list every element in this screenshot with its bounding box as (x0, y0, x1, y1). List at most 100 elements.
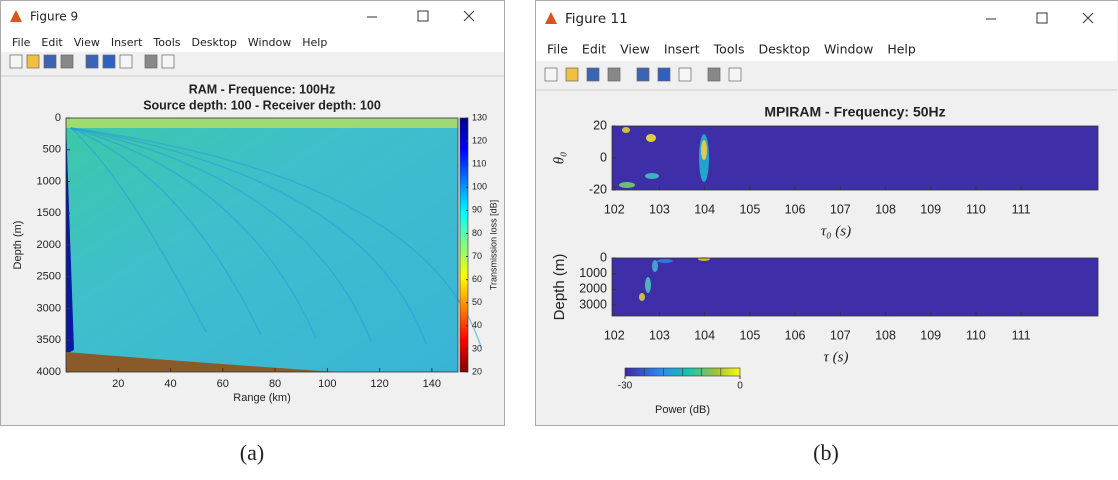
figure-window: Figure 9 File Edit View Insert Tools Desktop Wi… (1, 1, 505, 426)
caption: (a) (240, 440, 264, 465)
y-tick-label: 3000 (37, 302, 61, 314)
heatmap-feature (645, 277, 651, 293)
menu-item[interactable]: Desktop (758, 42, 810, 57)
x-tick-label: 104 (694, 202, 715, 216)
y-tick-label: 20 (593, 118, 607, 132)
y-tick-label: 2000 (579, 282, 607, 296)
toolbar-button[interactable] (545, 68, 557, 81)
heatmap (612, 126, 1098, 190)
toolbar-button[interactable] (10, 55, 22, 68)
x-tick-label: 108 (875, 202, 896, 216)
colorbar-tick-label: 110 (472, 159, 486, 169)
toolbar-button[interactable] (162, 55, 174, 68)
x-tick-label: 102 (604, 328, 625, 342)
y-tick-label: 1000 (37, 175, 61, 187)
x-tick-label: 109 (920, 202, 941, 216)
x-tick-label: 104 (694, 328, 715, 342)
heatmap-feature (645, 173, 659, 179)
x-tick-label: 100 (318, 378, 336, 390)
menu-item[interactable]: Help (887, 42, 916, 57)
x-tick-label: 109 (920, 328, 941, 342)
menu-item[interactable]: Insert (111, 36, 143, 49)
caption: (b) (813, 440, 839, 465)
menu-item[interactable]: View (74, 36, 100, 49)
menu-item[interactable]: File (12, 36, 31, 49)
x-tick-label: 106 (785, 202, 806, 216)
toolbar-button[interactable] (120, 55, 132, 68)
menu-item[interactable]: File (547, 42, 568, 57)
colorbar-tick-label: 40 (472, 320, 482, 330)
x-tick-label: 110 (966, 202, 986, 216)
heatmap-feature (652, 260, 658, 272)
y-tick-label: 0 (600, 250, 607, 264)
menu-item[interactable]: Edit (582, 42, 606, 57)
heatmap-feature (622, 127, 630, 133)
y-axis-label: θ₀ (551, 152, 567, 165)
heatmap-feature (619, 182, 635, 188)
x-tick-label: 108 (875, 328, 896, 342)
toolbar-button[interactable] (608, 68, 620, 81)
menu-item[interactable]: Desktop (192, 36, 237, 49)
x-tick-label: 20 (112, 378, 124, 390)
menu-item[interactable]: Window (824, 42, 873, 57)
x-tick-label: 40 (164, 378, 176, 390)
colorbar (460, 118, 468, 372)
y-tick-label: 1500 (37, 207, 61, 219)
toolbar-button[interactable] (86, 55, 98, 68)
toolbar-button[interactable] (658, 68, 670, 81)
menu-item[interactable]: Tools (152, 36, 180, 49)
x-axis-label: τ (s) (824, 349, 849, 365)
toolbar-button[interactable] (566, 68, 578, 81)
toolbar-button[interactable] (679, 68, 691, 81)
menu-item[interactable]: Help (302, 36, 327, 49)
x-tick-label: 102 (604, 202, 625, 216)
toolbar-button[interactable] (145, 55, 157, 68)
y-tick-label: 2000 (37, 239, 61, 251)
toolbar-button[interactable] (729, 68, 741, 81)
figure-window: Figure 11 File Edit View Insert Tools Desktop W… (536, 1, 1118, 426)
colorbar-tick-label: 30 (472, 343, 482, 353)
y-tick-label: -20 (589, 182, 607, 196)
y-tick-label: 0 (55, 112, 61, 124)
x-axis-label: Range (km) (233, 392, 290, 404)
toolbar-button[interactable] (637, 68, 649, 81)
heatmap-feature (646, 134, 656, 142)
toolbar-button[interactable] (44, 55, 56, 68)
heatmap-surface (66, 118, 458, 128)
heatmap-feature (701, 140, 707, 160)
x-tick-label: 110 (966, 328, 986, 342)
y-axis-label: Depth (m) (12, 221, 24, 270)
x-tick-label: 80 (269, 378, 281, 390)
heatmap (66, 118, 458, 372)
menu-item[interactable]: Edit (41, 36, 63, 49)
y-tick-label: 3000 (579, 297, 607, 311)
menu-item[interactable]: View (620, 42, 650, 57)
plot-title: Source depth: 100 - Receiver depth: 100 (143, 98, 381, 112)
toolbar-button[interactable] (61, 55, 73, 68)
x-tick-label: 120 (370, 378, 388, 390)
plot-title: MPIRAM - Frequency: 50Hz (764, 104, 945, 120)
colorbar-label: Power (dB) (655, 404, 710, 416)
colorbar-tick-label: 120 (472, 135, 487, 145)
heatmap-feature (639, 293, 645, 301)
toolbar-button[interactable] (587, 68, 599, 81)
colorbar-tick-label: 20 (472, 366, 482, 376)
toolbar-button[interactable] (103, 55, 115, 68)
x-tick-label: 60 (217, 378, 229, 390)
x-tick-label: 103 (649, 328, 670, 342)
window-title: Figure 9 (30, 10, 78, 24)
x-tick-label: 105 (739, 202, 760, 216)
toolbar-button[interactable] (708, 68, 720, 81)
menu-item[interactable]: Window (248, 36, 291, 49)
colorbar-tick-label: 90 (472, 205, 482, 215)
x-tick-label: 103 (649, 202, 670, 216)
x-tick-label: 111 (1012, 328, 1031, 342)
colorbar-tick-label: 70 (472, 251, 482, 261)
window-title: Figure 11 (565, 11, 628, 27)
menu-item[interactable]: Insert (664, 42, 700, 57)
x-tick-label: 107 (830, 328, 851, 342)
toolbar-button[interactable] (27, 55, 39, 68)
menu-item[interactable]: Tools (713, 42, 745, 57)
x-tick-label: 107 (830, 202, 851, 216)
x-axis-label: τ₀ (s) (821, 223, 851, 239)
